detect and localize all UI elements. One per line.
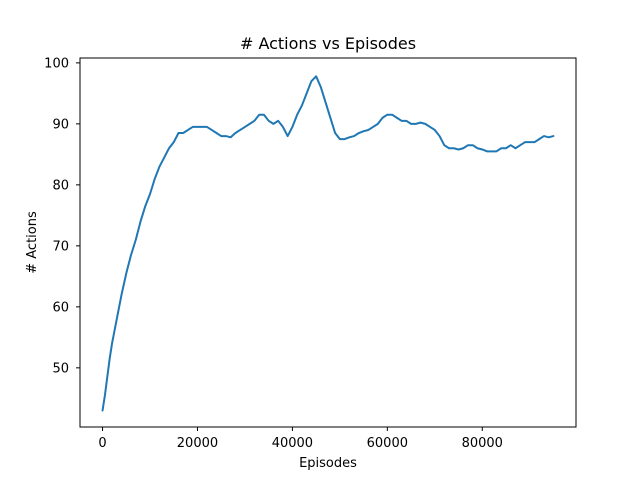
y-axis-label: # Actions (25, 211, 40, 274)
x-axis-label: Episodes (299, 456, 357, 471)
x-tick-label-1: 20000 (177, 436, 218, 451)
x-tick-label-0: 0 (98, 436, 106, 451)
y-tick-label-1: 60 (52, 300, 69, 315)
x-tick-label-4: 80000 (462, 436, 503, 451)
tick-layer: 0 20000 40000 60000 80000 50 60 70 80 90 100 (44, 56, 503, 451)
series-layer (101, 75, 555, 412)
y-tick-label-0: 50 (52, 361, 69, 376)
plot-frame (79, 57, 577, 428)
plot-area-background (80, 58, 576, 427)
y-tick-label-3: 80 (52, 178, 69, 193)
y-tick-label-5: 100 (44, 56, 69, 71)
y-tick-label-4: 90 (52, 117, 69, 132)
x-tick-label-3: 60000 (367, 436, 408, 451)
chart-title: # Actions vs Episodes (240, 34, 416, 53)
x-tick-label-2: 40000 (272, 436, 313, 451)
series-line-0 (101, 75, 555, 412)
y-tick-label-2: 70 (52, 239, 69, 254)
